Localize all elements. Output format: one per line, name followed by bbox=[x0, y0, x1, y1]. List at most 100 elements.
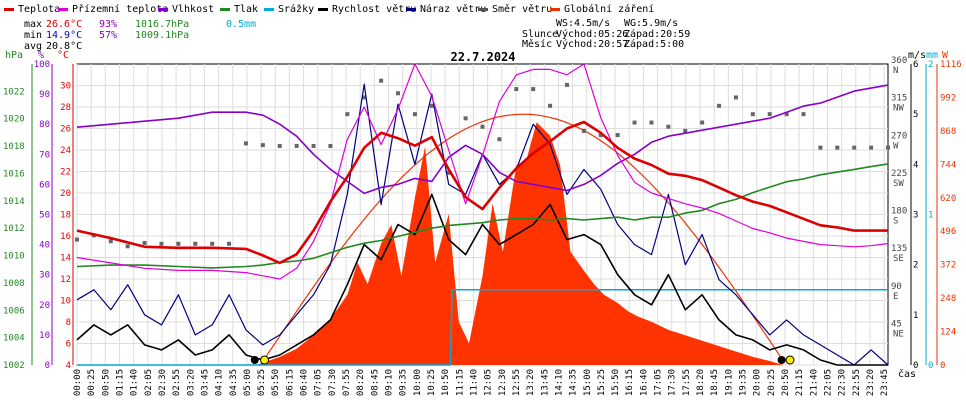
tick-label-wind-ms: 4 bbox=[913, 160, 918, 170]
x-tick-label: 08:20 bbox=[356, 369, 366, 396]
moonset-marker bbox=[250, 356, 259, 364]
tick-label-temp: 4 bbox=[66, 361, 71, 371]
x-tick-label: 19:10 bbox=[724, 369, 734, 396]
sun-rise: Východ:05:26 bbox=[556, 28, 628, 40]
x-tick-label: 12:30 bbox=[498, 369, 508, 396]
wind-direction-point bbox=[176, 241, 181, 246]
tick-label-wind-deg: 90 bbox=[891, 282, 902, 292]
tick-label-wind-deg: 225 bbox=[891, 169, 907, 179]
tick-label-radiation: 992 bbox=[940, 93, 956, 103]
legend-item: Přízemní teplota bbox=[72, 3, 168, 15]
x-tick-label: 13:20 bbox=[526, 369, 536, 396]
x-tick-label: 09:35 bbox=[399, 369, 409, 396]
x-tick-label: 07:55 bbox=[342, 369, 352, 396]
wind-direction-point bbox=[311, 143, 316, 148]
wind-direction-point bbox=[615, 133, 620, 138]
legend-swatch bbox=[220, 8, 230, 11]
wind-wg: WG:5.9m/s bbox=[624, 18, 678, 29]
sun-label: Slunce bbox=[522, 29, 558, 40]
tick-label-wind-ms: 6 bbox=[913, 60, 918, 70]
tick-label-radiation: 620 bbox=[940, 194, 956, 204]
series-vlhkost bbox=[76, 84, 889, 195]
series-rychlost-vetru bbox=[76, 193, 888, 366]
tick-label-radiation: 124 bbox=[940, 328, 956, 338]
tick-label-wind-dir: N bbox=[893, 66, 898, 76]
tick-label-temp: 22 bbox=[60, 168, 71, 178]
tick-label-rain: 2 bbox=[928, 60, 933, 70]
sun-set: Západ:20:59 bbox=[624, 28, 690, 40]
legend-swatch bbox=[58, 8, 68, 11]
wind-direction-point bbox=[598, 133, 603, 138]
wind-direction-point bbox=[75, 237, 79, 242]
wind-direction-point bbox=[632, 120, 637, 125]
moon-rise: Východ:20:57 bbox=[556, 38, 628, 50]
stats-block: max 26.6°C 93% 1016.7hPa 0.5mm min 14.9°… bbox=[24, 19, 256, 52]
x-tick-label: 07:30 bbox=[328, 369, 338, 396]
tick-label-wind-ms: 2 bbox=[913, 261, 918, 271]
moon-set: Západ:5:00 bbox=[624, 38, 684, 50]
wind-direction-point bbox=[767, 112, 772, 117]
stats-max-hum: 93% bbox=[99, 19, 117, 30]
unit-pct: % bbox=[38, 50, 44, 61]
tick-label-humidity: 40 bbox=[39, 241, 50, 251]
x-tick-label: 04:35 bbox=[229, 369, 239, 396]
wind-direction-point bbox=[446, 170, 451, 175]
x-tick-label: 00:25 bbox=[87, 369, 97, 396]
tick-label-wind-dir: W bbox=[893, 141, 899, 151]
x-tick-label: 09:10 bbox=[385, 369, 395, 396]
tick-label-radiation: 1116 bbox=[940, 60, 962, 70]
wind-direction-point bbox=[463, 116, 468, 121]
x-tick-label: 19:35 bbox=[739, 369, 749, 396]
wind-direction-point bbox=[277, 143, 282, 148]
plot-area bbox=[75, 63, 890, 366]
tick-label-wind-ms: 0 bbox=[913, 361, 918, 371]
unit-hpa: hPa bbox=[5, 50, 23, 61]
wind-direction-point bbox=[733, 95, 738, 100]
right-axes: 45NE90E135SE180S225SW270W315NW360N012345… bbox=[891, 56, 962, 371]
wind-direction-point bbox=[514, 87, 519, 92]
x-tick-label: 16:15 bbox=[625, 369, 635, 396]
tick-label-wind-dir: SW bbox=[893, 179, 904, 189]
wind-direction-point bbox=[835, 145, 840, 150]
tick-label-pressure: 1006 bbox=[3, 306, 25, 316]
tick-label-humidity: 60 bbox=[39, 180, 50, 190]
tick-label-pressure: 1008 bbox=[3, 279, 25, 289]
tick-label-wind-dir: SE bbox=[893, 254, 904, 264]
tick-label-wind-dir: NW bbox=[893, 104, 904, 114]
wind-direction-point bbox=[412, 112, 417, 117]
wind-direction-point bbox=[193, 241, 198, 246]
wind-direction-point bbox=[717, 103, 722, 108]
x-tick-label: 07:05 bbox=[314, 369, 324, 396]
tick-label-radiation: 0 bbox=[940, 361, 945, 371]
wind-direction-point bbox=[294, 143, 299, 148]
x-tick-label: 14:10 bbox=[554, 369, 564, 396]
legend-item: Globální záření bbox=[564, 3, 654, 15]
stats-max-label: max bbox=[24, 19, 42, 30]
tick-label-temp: 18 bbox=[60, 211, 71, 221]
legend-item: Vlhkost bbox=[172, 4, 214, 15]
x-tick-label: 03:20 bbox=[186, 369, 196, 396]
x-tick-label: 01:15 bbox=[115, 369, 125, 396]
tick-label-wind-deg: 270 bbox=[891, 131, 907, 141]
moon-label: Měsíc bbox=[522, 38, 552, 50]
legend-swatch bbox=[318, 8, 328, 11]
wind-direction-point bbox=[362, 95, 367, 100]
series-prizemni-teplota bbox=[76, 63, 889, 280]
tick-label-wind-deg: 135 bbox=[891, 244, 907, 254]
tick-label-temp: 6 bbox=[66, 340, 71, 350]
stats-max-temp: 26.6°C bbox=[46, 19, 82, 30]
unit-time: čas bbox=[898, 368, 916, 380]
chart-title: 22.7.2024 bbox=[450, 50, 515, 64]
legend-item: Teplota bbox=[18, 4, 60, 15]
tick-label-radiation: 248 bbox=[940, 294, 956, 304]
wind-direction-point bbox=[396, 91, 401, 96]
wind-direction-point bbox=[531, 87, 536, 92]
tick-label-pressure: 1012 bbox=[3, 224, 25, 234]
tick-label-humidity: 30 bbox=[39, 271, 50, 281]
x-tick-label: 05:25 bbox=[257, 369, 267, 396]
x-tick-label: 02:55 bbox=[172, 369, 182, 396]
series-globalni-zareni bbox=[256, 122, 784, 365]
tick-label-humidity: 70 bbox=[39, 150, 50, 160]
tick-label-radiation: 744 bbox=[940, 160, 956, 170]
tick-label-rain: 1 bbox=[928, 211, 933, 221]
